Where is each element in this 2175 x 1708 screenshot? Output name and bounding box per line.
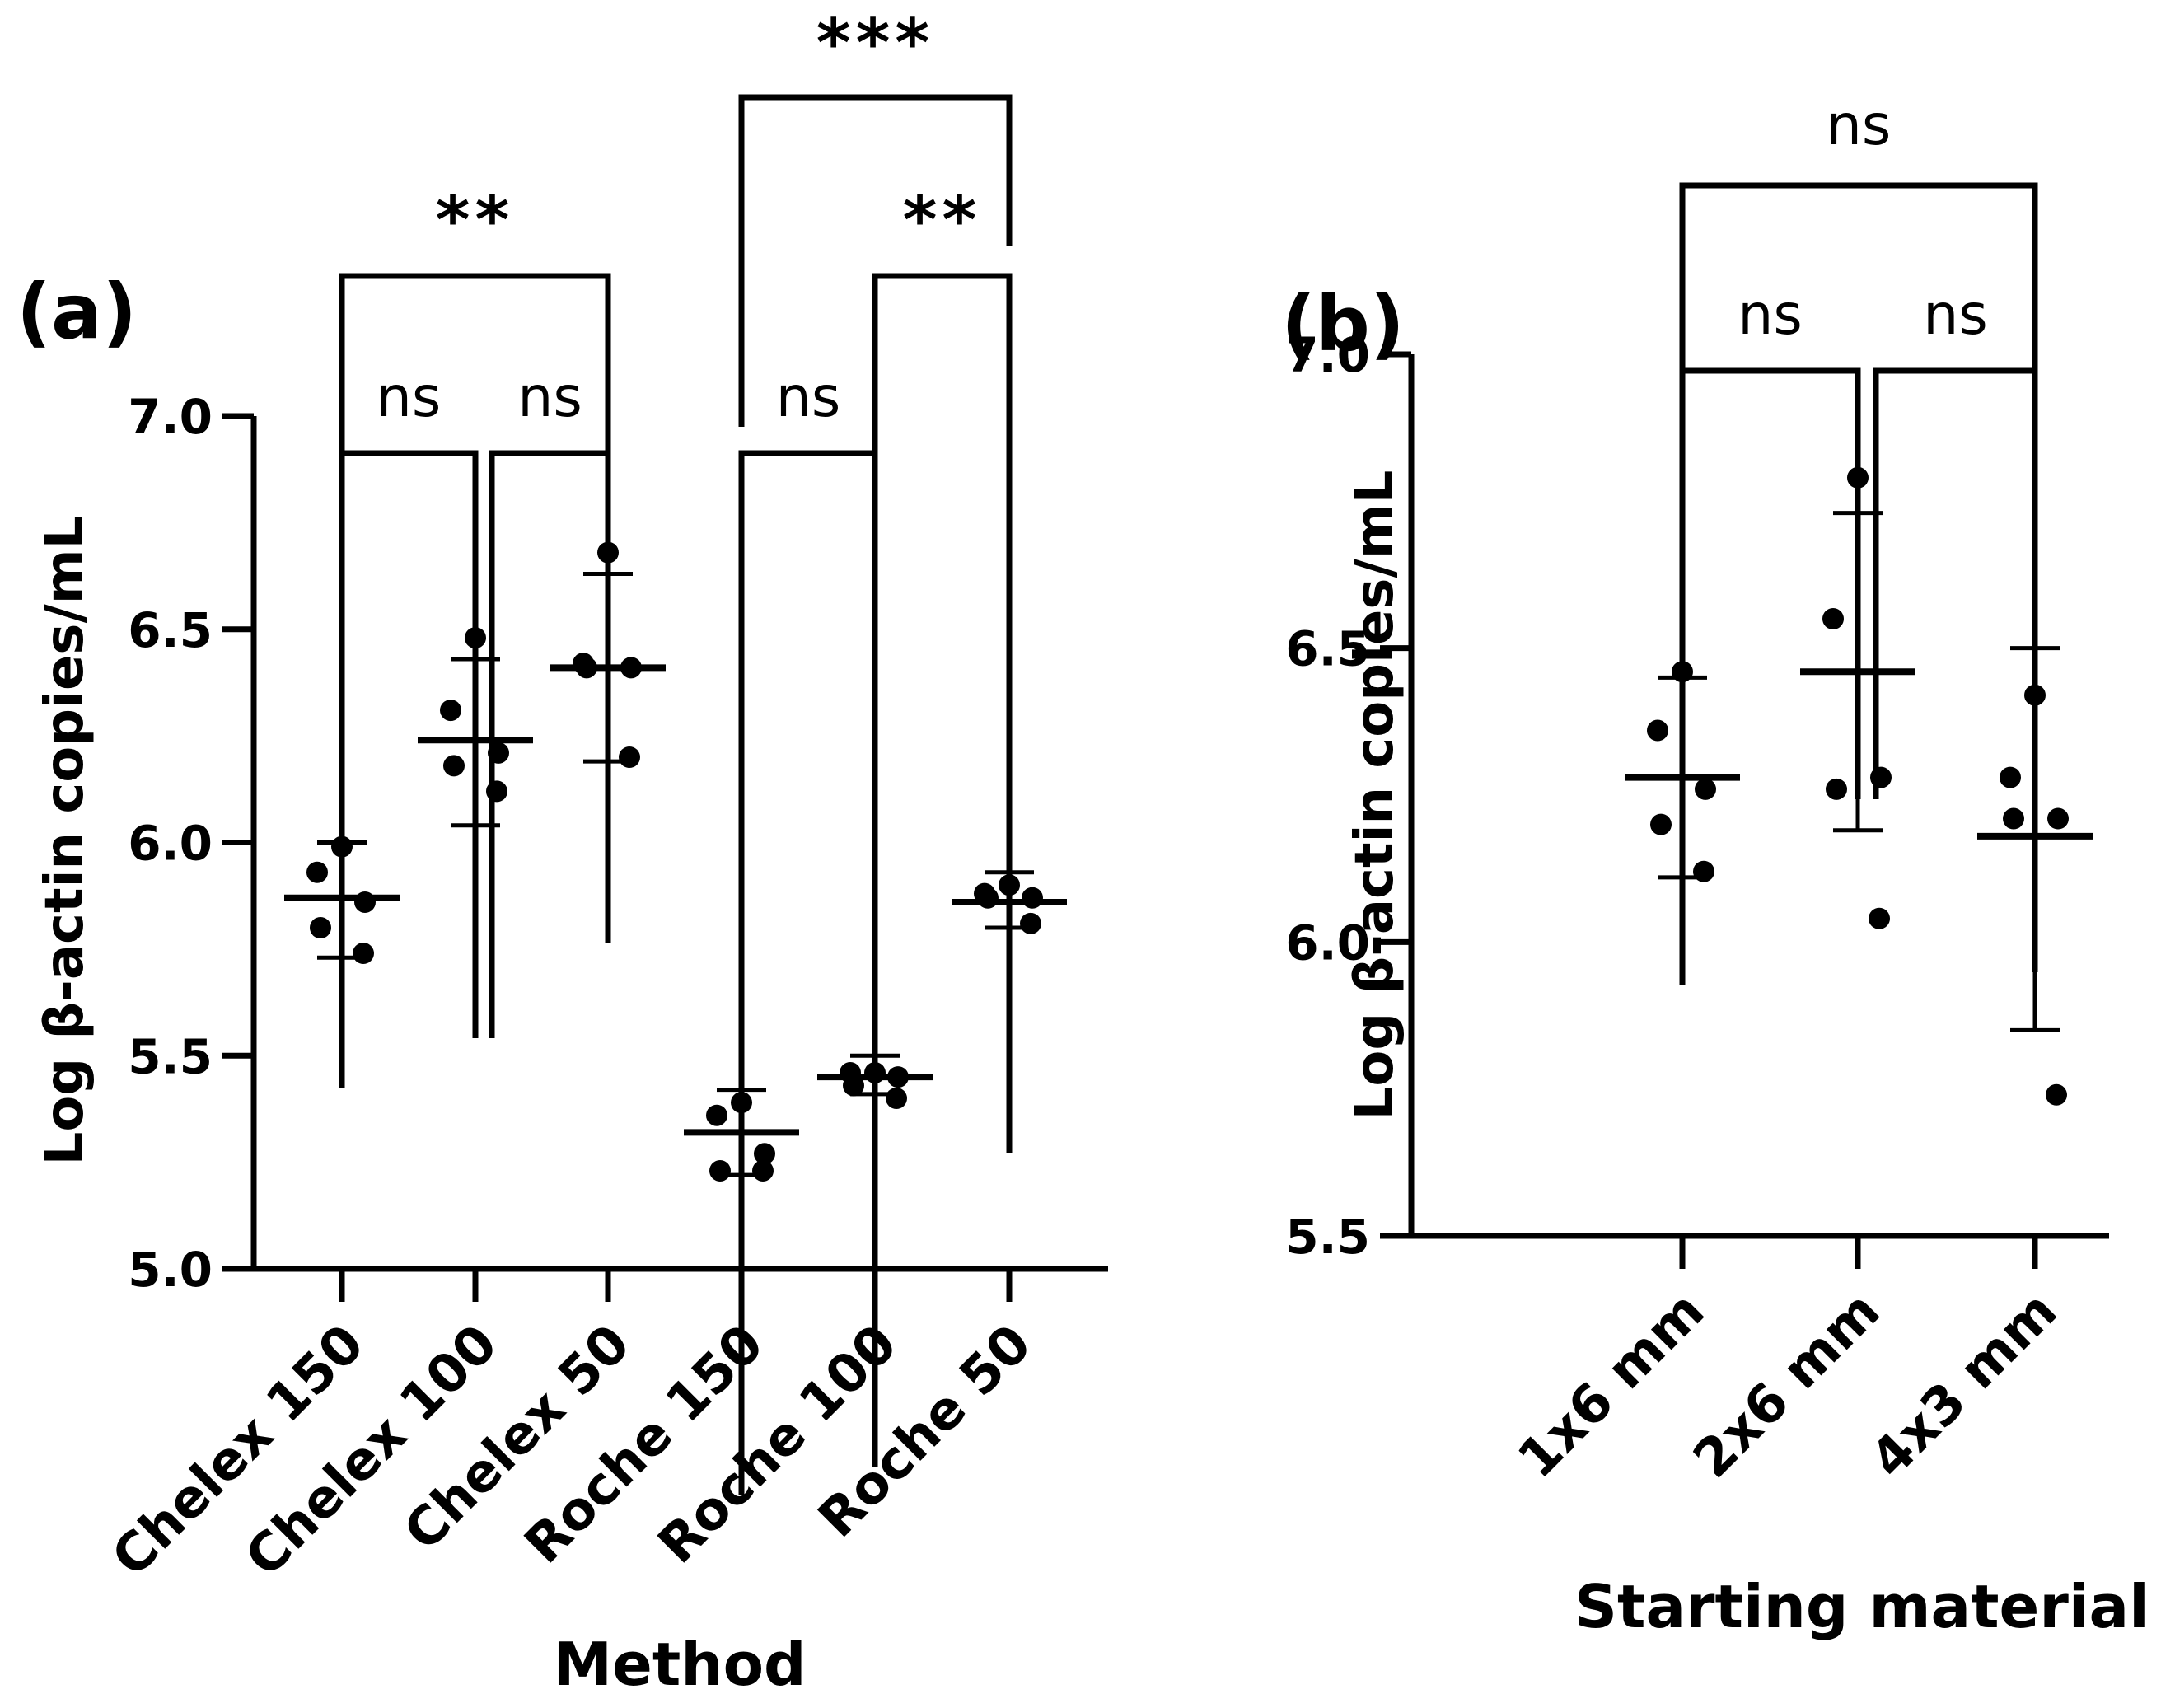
significance-bracket [872,273,1013,1153]
data-point [443,755,465,777]
data-point [306,861,328,883]
significance-label: ** [436,182,515,259]
y-tick-label: 7.0 [1285,327,1370,383]
data-point [2047,807,2069,830]
data-point [843,1074,864,1097]
x-axis-label: Method [553,1630,806,1699]
data-point [440,700,461,722]
significance-label: *** [816,5,935,82]
data-point [709,1159,731,1182]
y-tick-label: 6.0 [128,816,213,872]
y-axis-label: Log β-actin copies/mL [35,516,96,1166]
x-axis-label: Starting material [1574,1572,2149,1641]
data-point [620,657,642,679]
data-point [354,891,376,913]
x-tick-label: 2x6 mm [1682,1280,1892,1490]
data-point [1022,887,1043,909]
data-point [2003,807,2024,830]
significance-label: ns [1827,93,1892,158]
x-tick-label: 4x3 mm [1859,1280,2070,1490]
significance-bracket [738,94,1013,427]
y-tick-label: 5.5 [1285,1209,1370,1265]
data-point [1693,860,1714,882]
significance-label: ns [517,365,582,430]
significance-label: ns [1738,283,1803,348]
significance-bracket [489,450,611,1038]
data-point [1822,608,1844,629]
x-tick-label: 1x6 mm [1507,1280,1717,1490]
data-point [1826,778,1847,800]
significance-bracket [738,450,878,1495]
data-point [1647,719,1668,742]
y-tick-label: 5.0 [128,1242,213,1298]
significance-bracket [339,450,479,1088]
significance-label: ns [776,365,841,430]
y-tick-label: 6.5 [128,602,213,658]
data-point [886,1088,907,1109]
data-point [2046,1083,2067,1106]
significance-label: ns [1923,283,1988,348]
data-point [887,1066,909,1088]
data-point [576,657,597,679]
data-point [1695,778,1716,800]
significance-label: ** [903,182,982,259]
data-point [706,1104,727,1126]
panel-a: (a) 5.0 5.5 6.0 6.5 7.0 Log β-actin copies/mL M… [16,5,1108,1699]
data-point [619,746,640,768]
data-point [1869,907,1890,929]
data-point [754,1143,775,1165]
data-point [2000,766,2021,788]
data-point [752,1159,774,1182]
data-point [977,887,999,909]
data-point [353,943,374,965]
panel-letter: (a) [16,268,137,356]
data-point [1020,912,1041,934]
data-point [1650,813,1672,835]
significance-label: ns [377,365,442,430]
y-tick-label: 5.5 [128,1028,213,1084]
significance-bracket [1679,367,1861,985]
y-tick-label: 7.0 [128,389,213,445]
significance-bracket [1679,182,2038,424]
y-tick-label: 6.5 [1285,621,1370,677]
y-tick-label: 6.0 [1285,915,1370,971]
y-axis-label: Log β-actin copies/mL [1345,470,1406,1121]
significance-bracket [1873,367,2038,972]
significance-bracket [339,273,611,606]
data-point [310,917,331,938]
